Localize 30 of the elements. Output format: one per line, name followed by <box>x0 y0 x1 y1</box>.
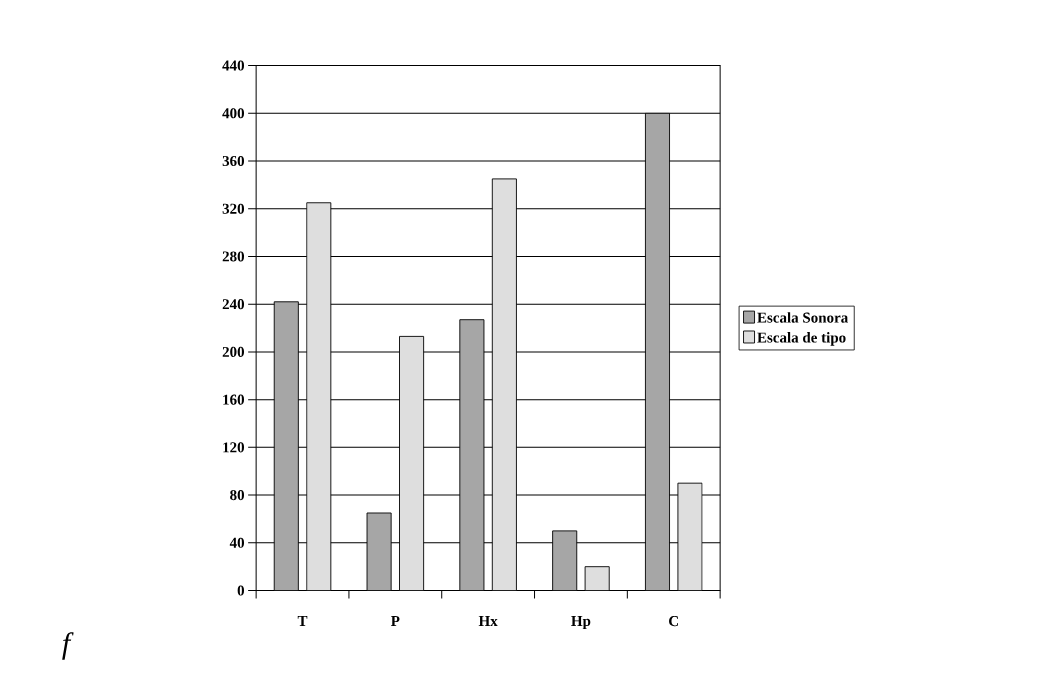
y-tick-label: 200 <box>222 346 245 357</box>
bar <box>491 178 517 591</box>
y-tick-label: 280 <box>222 251 245 262</box>
bar <box>677 482 703 591</box>
y-tick-label: 0 <box>237 585 245 596</box>
y-tick-label: 360 <box>222 155 245 167</box>
legend-label: Escala Sonora <box>757 312 849 323</box>
x-tick-label: P <box>391 616 400 626</box>
bar <box>584 566 610 591</box>
y-tick-label: 120 <box>223 442 245 453</box>
bar <box>399 335 425 591</box>
bar <box>644 112 671 591</box>
bar <box>552 530 578 591</box>
y-tick-label: 400 <box>222 108 245 119</box>
y-tick-label: 440 <box>222 60 245 71</box>
y-tick-label: 320 <box>222 203 245 214</box>
x-tick-label: C <box>669 616 679 627</box>
x-tick-label: T <box>297 616 308 626</box>
y-tick-label: 240 <box>222 299 245 310</box>
y-tick-label: 160 <box>223 394 245 405</box>
bar <box>366 512 392 591</box>
x-tick-label: Hx <box>478 616 498 626</box>
x-tick-label: Hp <box>571 616 591 630</box>
y-tick-label: 40 <box>229 537 245 548</box>
bar <box>273 301 299 591</box>
bar <box>459 319 485 591</box>
text: f <box>62 632 74 660</box>
legend-label: Escala de tipo <box>757 332 846 346</box>
y-tick-label: 80 <box>230 490 245 501</box>
bar <box>306 202 332 591</box>
